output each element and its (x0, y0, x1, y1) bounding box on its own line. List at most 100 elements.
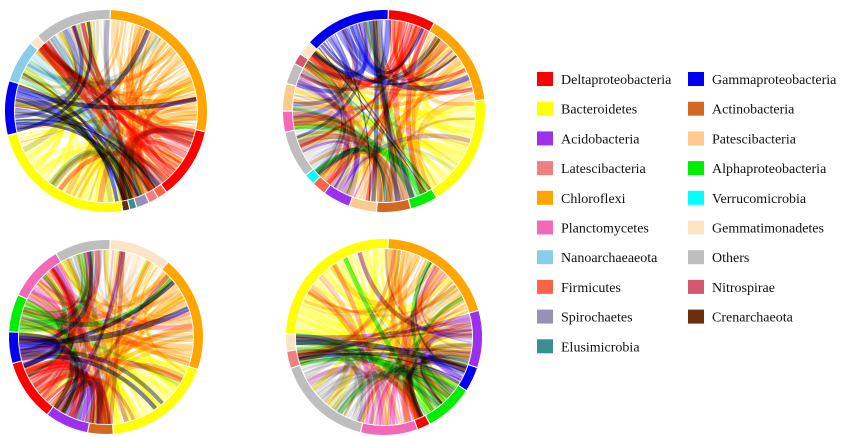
arc-chloro (162, 262, 203, 369)
chord-bacteroid (381, 248, 432, 413)
legend-swatch-gemmati (688, 220, 704, 235)
legend-swatch-alpha (688, 161, 704, 176)
legend-item-elusi: Elusimicrobia (537, 339, 640, 355)
legend-label-verruco: Verrucomicrobia (712, 192, 807, 207)
arc-verruco (306, 169, 320, 183)
arc-bacteroid (432, 100, 485, 198)
legend-swatch-patesci (688, 131, 704, 146)
chord-bacteroid (377, 249, 471, 356)
arc-gamma (8, 332, 22, 363)
chord-top-right-chords (292, 19, 476, 203)
legend-item-verruco: Verrucomicrobia (688, 190, 807, 207)
chord-bacteroid (318, 276, 402, 424)
legend-item-actino: Actinobacteria (688, 101, 795, 118)
chord-gamma (305, 21, 372, 80)
chord-bacteroid (298, 286, 344, 361)
arc-gemmati (31, 36, 44, 50)
arc-elusi (128, 198, 137, 210)
arc-acido (47, 407, 89, 433)
legend-item-bacteroid: Bacteroidetes (537, 101, 637, 118)
arc-others (291, 365, 363, 432)
chord-bottom-left-ring (8, 240, 203, 435)
arc-gamma (458, 365, 477, 390)
legend-label-chloro: Chloroflexi (561, 192, 626, 207)
chord-bacteroid (311, 249, 378, 391)
legend-swatch-nitro (688, 279, 704, 294)
arc-others (56, 240, 110, 262)
legend-label-elusi: Elusimicrobia (561, 340, 640, 355)
chord-others (103, 250, 114, 300)
chord-bottom-right (286, 239, 482, 436)
legend-swatch-others (688, 250, 704, 265)
chord-bacteroid (313, 280, 351, 408)
arc-latesci (287, 350, 300, 368)
legend-label-alpha: Alphaproteobacteria (712, 162, 827, 177)
chord-others (303, 356, 466, 375)
arc-delta (388, 10, 434, 31)
legend-swatch-plancto (537, 220, 553, 235)
legend-label-patesci: Patescibacteria (712, 132, 797, 147)
arc-others (38, 10, 110, 43)
legend-item-crenarch: Crenarchaeota (688, 309, 794, 326)
legend-item-plancto: Planctomycetes (537, 220, 649, 237)
arc-chloro (388, 239, 479, 313)
chord-diagrams (5, 9, 485, 436)
legend-label-spiro: Spirochaetes (561, 311, 633, 326)
legend-swatch-latesci (537, 161, 553, 176)
arc-chloro (430, 23, 485, 101)
chord-chloro (37, 280, 190, 367)
chord-others (99, 20, 186, 156)
legend-item-nitro: Nitrospirae (688, 279, 775, 296)
chord-others (64, 256, 89, 416)
legend-swatch-gamma (688, 72, 704, 86)
chord-gamma (333, 19, 387, 188)
chord-plancto (22, 264, 75, 318)
chord-gamma (292, 23, 364, 120)
chord-others (88, 251, 111, 425)
arc-latesci (145, 190, 158, 203)
arc-crenarch (121, 200, 130, 211)
legend-item-delta: Deltaproteobacteria (537, 72, 672, 88)
chord-delta (35, 373, 136, 421)
chord-gemmati (311, 53, 371, 201)
chord-others (23, 253, 87, 366)
arc-alpha (425, 386, 466, 424)
chord-top-left-ring (5, 10, 207, 212)
legend-label-acido: Acidobacteria (561, 132, 640, 147)
chord-gamma (293, 35, 350, 107)
arc-gamma (309, 9, 388, 49)
chord-bacteroid (112, 259, 149, 424)
chord-bottom-left-chords (18, 249, 194, 425)
arc-delta (161, 130, 205, 192)
arc-spiro (134, 194, 149, 208)
chord-others (301, 69, 345, 173)
chord-patesci (293, 104, 339, 139)
legend-swatch-delta (537, 72, 553, 86)
chord-delta (48, 379, 95, 424)
chord-others (105, 19, 130, 200)
legend-label-latesci: Latescibacteria (561, 162, 647, 177)
legend-label-actino: Actinobacteria (712, 103, 795, 118)
chord-others (22, 36, 76, 153)
chord-others (106, 249, 150, 299)
chord-firmi (311, 52, 355, 185)
chord-others (26, 20, 100, 81)
chord-others (89, 21, 150, 192)
legend-swatch-acido (537, 131, 553, 146)
arc-bacteroid (286, 239, 388, 334)
chord-bacteroid (316, 279, 421, 418)
legend-label-firmi: Firmicutes (561, 281, 621, 296)
arc-acido (325, 185, 352, 206)
legend: Deltaproteobacteria Bacteroidetes Acidobac… (537, 72, 837, 355)
chord-nanoarch (20, 76, 125, 201)
arc-others (285, 130, 313, 175)
legend-label-nitro: Nitrospirae (712, 281, 775, 296)
arc-chloro (110, 10, 207, 132)
arc-patesci (349, 197, 377, 212)
arc-gemmati (300, 43, 316, 59)
legend-item-gemmati: Gemmatimonadetes (688, 220, 824, 237)
arc-gamma (5, 81, 19, 135)
chord-top-left (5, 10, 207, 212)
chord-others (103, 20, 144, 196)
legend-swatch-verruco (688, 190, 704, 205)
